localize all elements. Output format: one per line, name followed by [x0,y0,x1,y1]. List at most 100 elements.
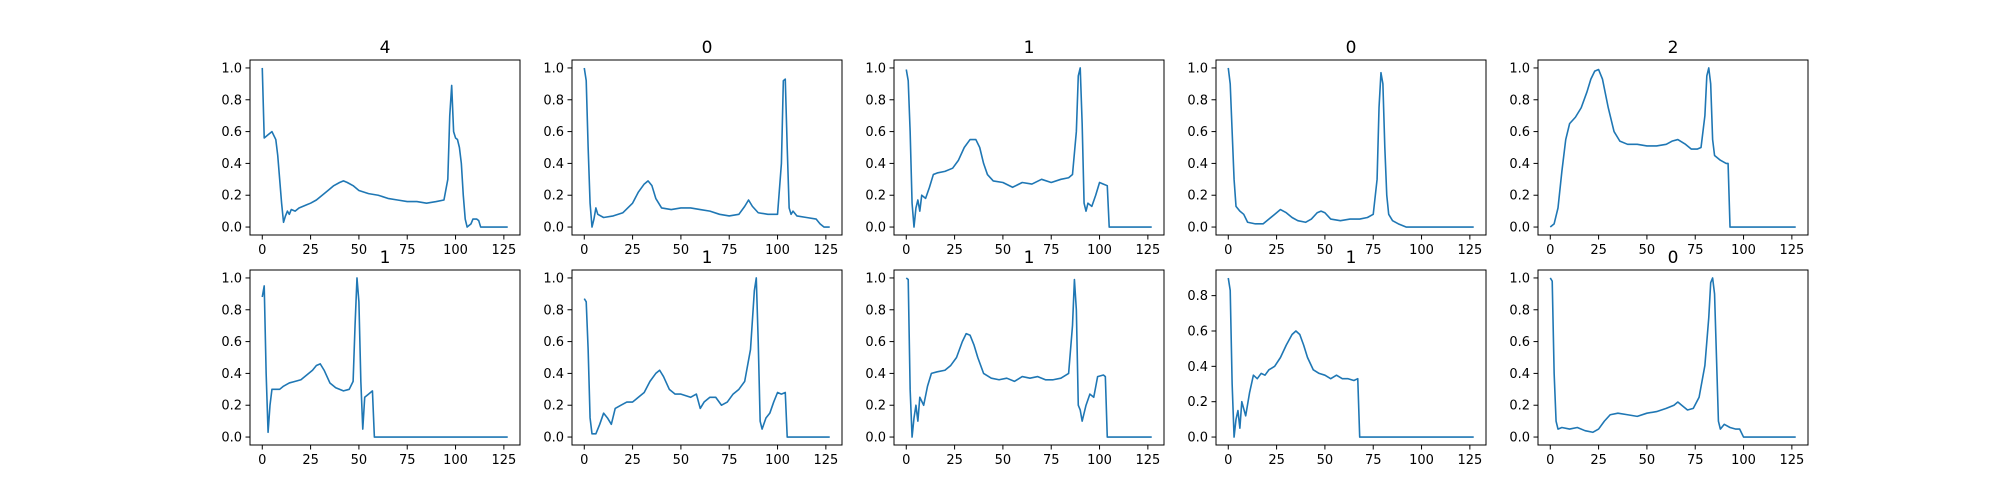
x-tick-label: 50 [995,243,1012,258]
y-tick-label: 0.2 [865,189,886,204]
series-line [261,67,508,228]
y-tick-label: 0.4 [543,367,564,382]
y-tick-label: 1.0 [543,61,564,76]
plot-frame [571,269,843,446]
plot-frame [249,59,521,236]
y-tick-label: 0.8 [543,93,564,108]
y-tick-label: 0.0 [1187,431,1208,446]
subplot-1: 0 25 50 75 100 125 0.0 0.2 0.4 0.6 0.8 1.0 4 [221,38,521,258]
y-tick-label: 1.0 [1187,61,1208,76]
x-tick-label: 0 [1546,243,1554,258]
x-tick-label: 0 [1224,243,1232,258]
y-tick-label: 0.4 [1187,157,1208,172]
y-tick-label: 0.6 [865,335,886,350]
x-tick-label: 25 [946,453,963,468]
x-tick-label: 125 [1135,453,1160,468]
x-tick-label: 50 [673,243,690,258]
x-tick-label: 75 [399,243,416,258]
subplot-3: 0 25 50 75 100 125 0.0 0.2 0.4 0.6 0.8 1.0 1 [865,38,1165,258]
x-tick-label: 125 [1779,243,1804,258]
y-tick-label: 1.0 [221,271,242,286]
y-tick-label: 0.0 [221,221,242,236]
y-tick-label: 0.6 [1509,335,1530,350]
y-tick-label: 0.6 [1509,125,1530,140]
x-tick-label: 75 [1043,243,1060,258]
y-tick-label: 0.4 [865,157,886,172]
y-tick-label: 1.0 [865,271,886,286]
x-tick-label: 125 [1779,453,1804,468]
y-tick-label: 0.4 [543,157,564,172]
x-tick-label: 25 [1268,453,1285,468]
x-tick-label: 100 [1409,243,1434,258]
y-tick-label: 0.8 [1509,93,1530,108]
subplot-10: 0 25 50 75 100 125 0.0 0.2 0.4 0.6 0.8 1.0 0 [1509,248,1809,468]
y-tick-label: 0.6 [1187,125,1208,140]
x-tick-label: 25 [302,243,319,258]
y-tick-label: 0.0 [543,221,564,236]
x-tick-label: 75 [721,243,738,258]
y-tick-label: 0.2 [865,399,886,414]
x-tick-label: 50 [1317,453,1334,468]
x-tick-label: 0 [580,243,588,258]
x-tick-label: 50 [351,453,368,468]
subplot-8: 0 25 50 75 100 125 0.0 0.2 0.4 0.6 0.8 1.0 1 [865,248,1165,468]
x-tick-label: 100 [443,453,468,468]
y-tick-label: 1.0 [865,61,886,76]
y-tick-label: 0.4 [221,367,242,382]
x-tick-label: 25 [946,243,963,258]
x-tick-label: 100 [765,453,790,468]
subplot-title: 0 [1346,38,1357,58]
plot-frame [893,59,1165,236]
subplot-title: 1 [1024,248,1035,268]
x-tick-label: 0 [902,243,910,258]
x-tick-label: 50 [673,453,690,468]
x-tick-label: 100 [443,243,468,258]
y-tick-label: 0.8 [543,303,564,318]
x-tick-label: 0 [902,453,910,468]
y-tick-label: 0.0 [1509,431,1530,446]
y-tick-label: 0.8 [1187,93,1208,108]
x-tick-label: 25 [1590,243,1607,258]
x-tick-label: 50 [1639,453,1656,468]
y-tick-label: 0.4 [221,157,242,172]
y-tick-label: 0.6 [221,125,242,140]
y-tick-label: 0.4 [1509,367,1530,382]
subplot-title: 4 [380,38,391,58]
y-tick-label: 0.8 [865,303,886,318]
x-tick-label: 125 [491,453,516,468]
x-tick-label: 75 [1687,243,1704,258]
subplot-5: 0 25 50 75 100 125 0.0 0.2 0.4 0.6 0.8 1.0 2 [1509,38,1809,258]
x-tick-label: 125 [1457,453,1482,468]
y-tick-label: 0.0 [221,431,242,446]
x-tick-label: 100 [1409,453,1434,468]
subplot-9: 0 25 50 75 100 125 0.0 0.2 0.4 0.6 0.8 1 [1187,248,1487,468]
y-tick-label: 0.2 [1509,189,1530,204]
y-tick-label: 0.8 [1509,303,1530,318]
subplot-title: 1 [702,248,713,268]
y-tick-label: 0.4 [1187,360,1208,375]
y-tick-label: 0.4 [1509,157,1530,172]
subplot-title: 2 [1668,38,1679,58]
series-line [1227,67,1474,228]
y-tick-label: 0.8 [221,303,242,318]
x-tick-label: 100 [1731,243,1756,258]
y-tick-label: 1.0 [1509,271,1530,286]
x-tick-label: 125 [813,453,838,468]
series-line [1549,277,1796,438]
y-tick-label: 0.2 [1187,189,1208,204]
x-tick-label: 0 [1546,453,1554,468]
plot-frame [893,269,1165,446]
subplot-4: 0 25 50 75 100 125 0.0 0.2 0.4 0.6 0.8 1.0 0 [1187,38,1487,258]
plot-frame [1537,59,1809,236]
plot-frame [1215,269,1487,446]
y-tick-label: 1.0 [221,61,242,76]
x-tick-label: 25 [1268,243,1285,258]
y-tick-label: 1.0 [543,271,564,286]
x-tick-label: 50 [351,243,368,258]
x-tick-label: 75 [1687,453,1704,468]
y-tick-label: 0.0 [865,221,886,236]
x-tick-label: 125 [1457,243,1482,258]
subplot-title: 1 [1346,248,1357,268]
series-line [905,277,1152,438]
